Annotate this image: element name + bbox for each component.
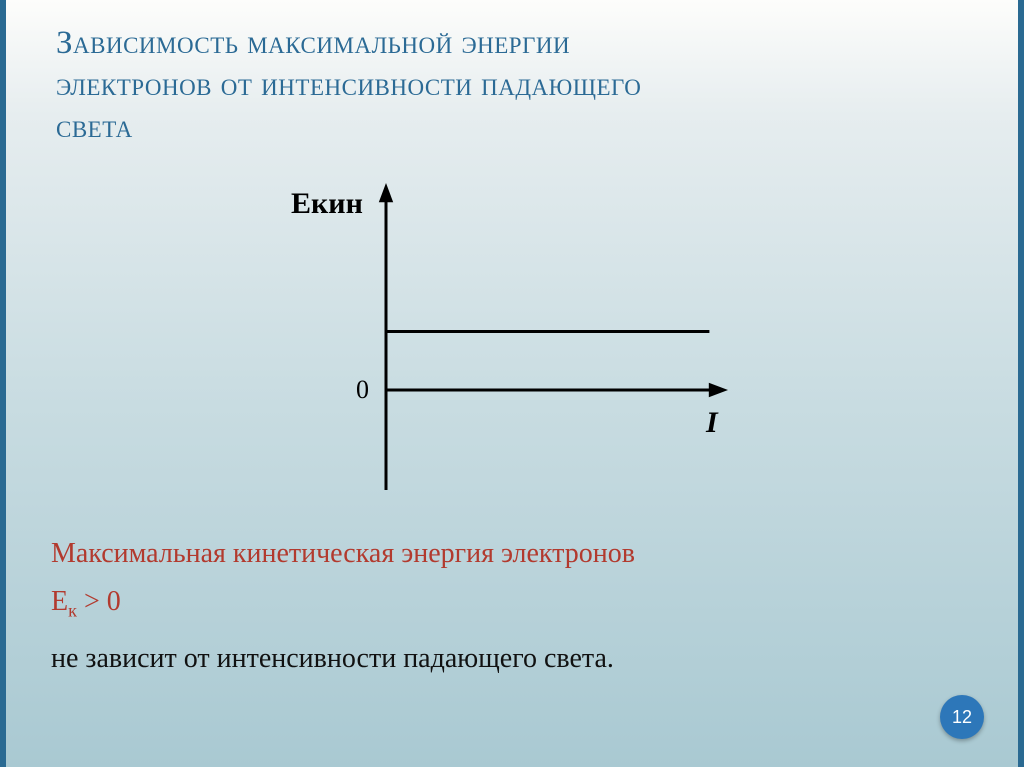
chart: Eкин I 0 bbox=[266, 180, 786, 500]
slide: Зависимость максимальной энергииэлектрон… bbox=[0, 0, 1024, 767]
body-line: Максимальная кинетическая энергия электр… bbox=[51, 530, 958, 578]
body-text: Максимальная кинетическая энергия электр… bbox=[51, 530, 958, 683]
slide-title: Зависимость максимальной энергииэлектрон… bbox=[56, 22, 968, 148]
chart-svg: Eкин I 0 bbox=[266, 180, 786, 500]
x-axis-label: I bbox=[705, 406, 719, 439]
body-line: не зависит от интенсивности падающего св… bbox=[51, 635, 958, 683]
title-line: Зависимость максимальной энергии bbox=[56, 22, 968, 64]
x-axis-arrow bbox=[709, 383, 728, 397]
y-axis-label: Eкин bbox=[291, 187, 363, 220]
y-axis-arrow bbox=[379, 183, 393, 202]
body-line: Eк > 0 bbox=[51, 578, 958, 635]
title-line: света bbox=[56, 106, 968, 148]
title-line: электронов от интенсивности падающего bbox=[56, 64, 968, 106]
page-number-badge: 12 bbox=[940, 695, 984, 739]
page-number: 12 bbox=[952, 707, 972, 728]
origin-label: 0 bbox=[356, 375, 369, 404]
